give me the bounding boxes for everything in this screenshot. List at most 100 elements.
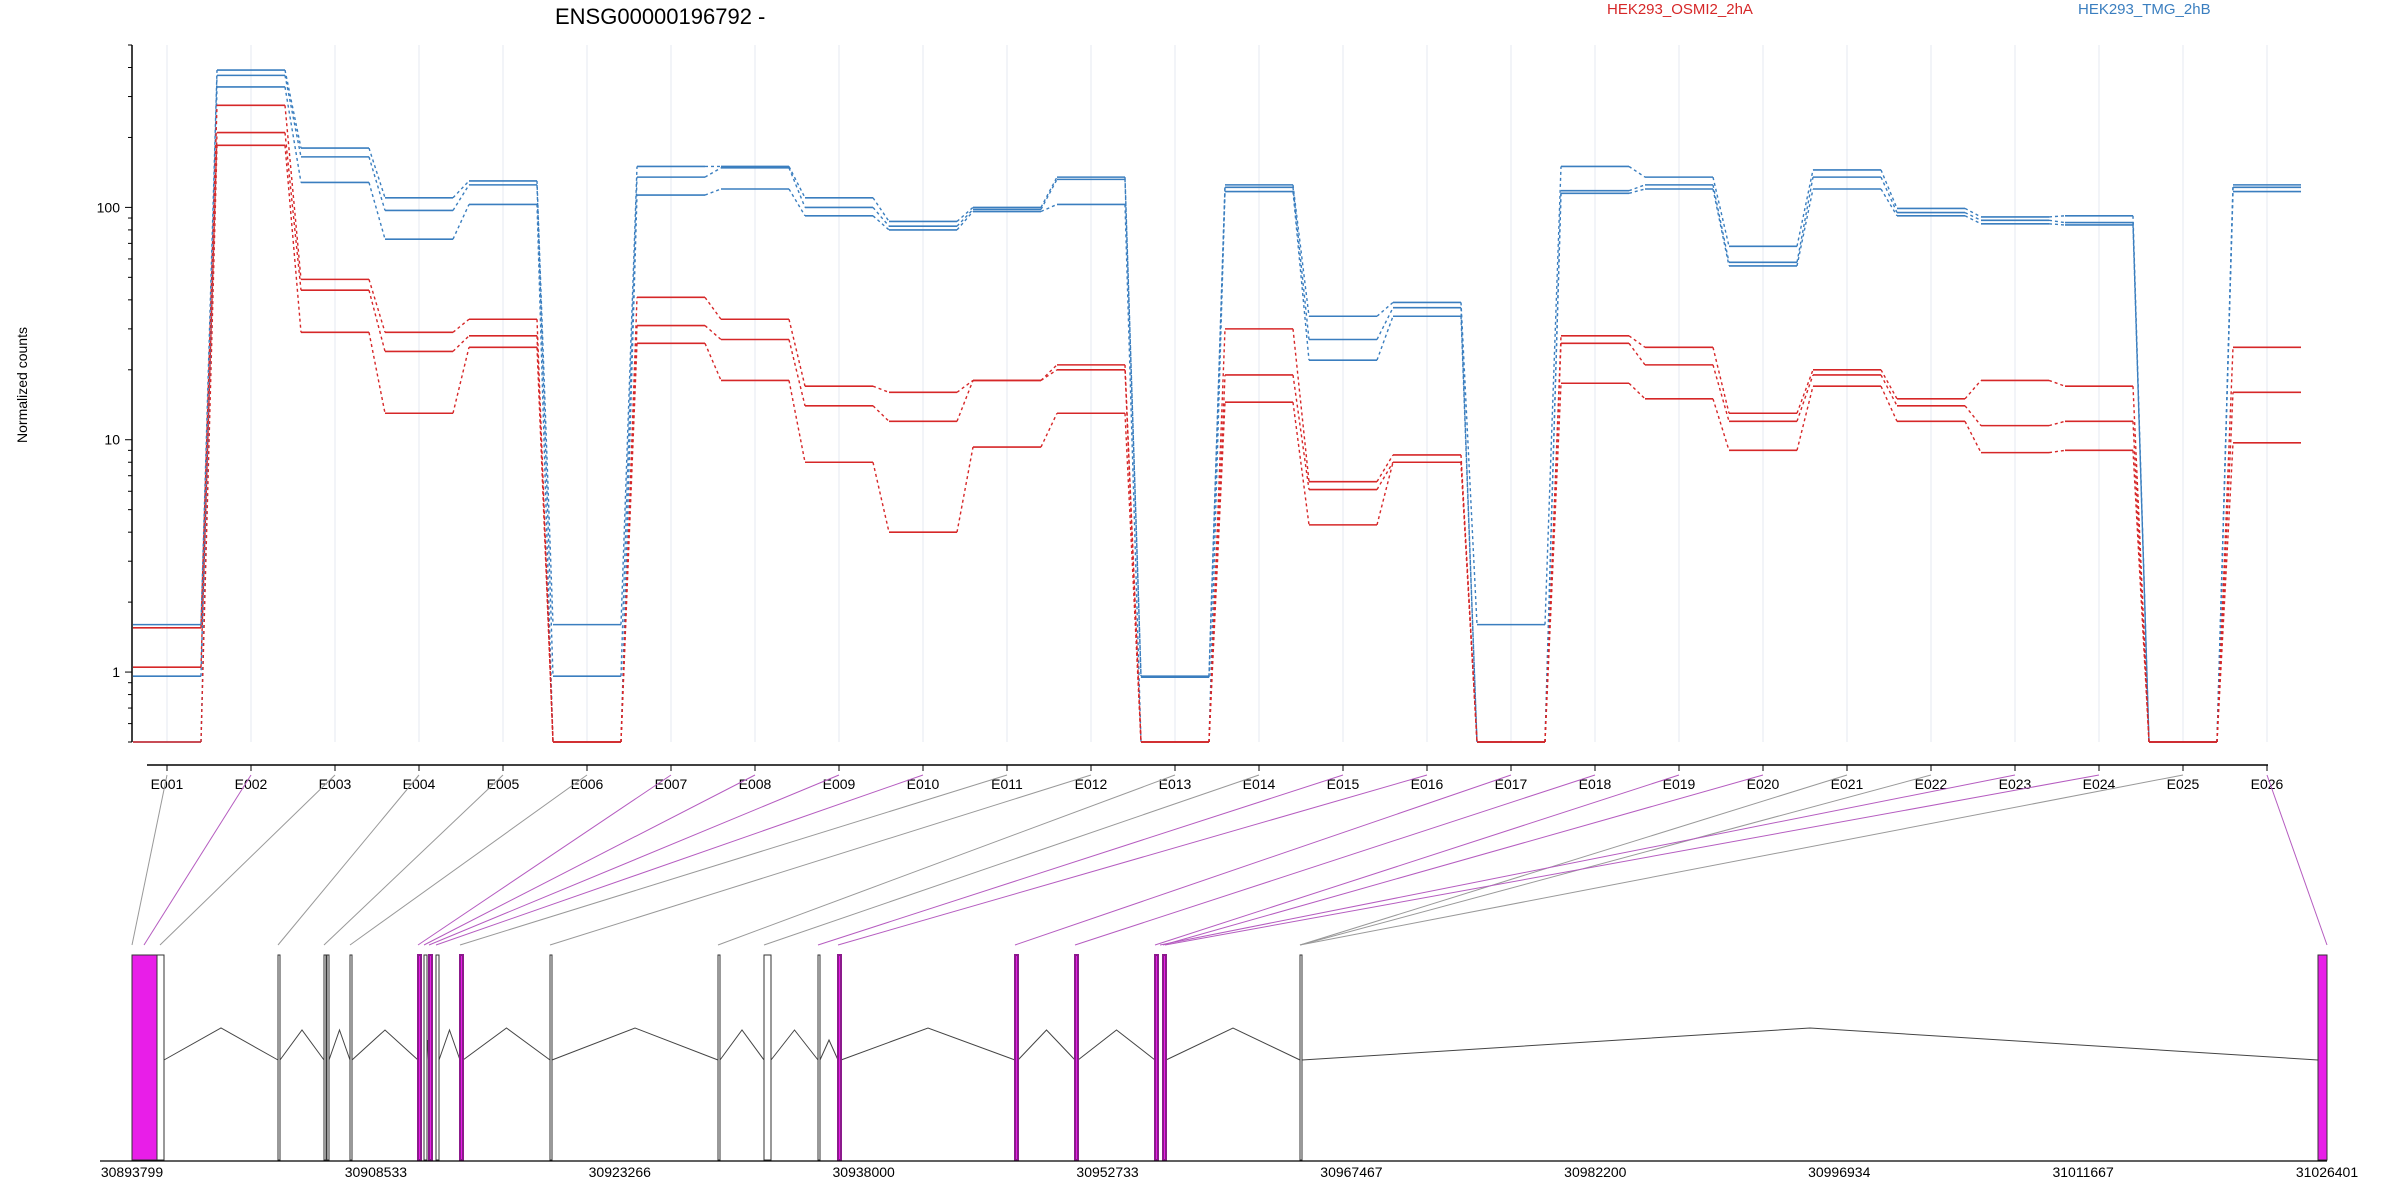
series-connector [1208, 402, 1226, 743]
series-connector [1040, 364, 1058, 381]
x-tick-label: E018 [1579, 776, 1612, 792]
y-axis: 1 10 100 [97, 44, 133, 743]
exon-connector-line [323, 774, 504, 946]
series-connector [1544, 343, 1562, 743]
series-connector [452, 184, 470, 211]
exon-block [423, 954, 428, 1161]
series-connector [704, 188, 722, 196]
exon-block-differential [1162, 954, 1167, 1161]
genome-tick-label: 30996934 [1808, 1164, 1871, 1180]
exon-connector-line [1299, 774, 1848, 946]
series-connector [1880, 385, 1898, 422]
exon-connector-line [717, 774, 1176, 946]
series-connector [1460, 462, 1478, 743]
exon-axis: E001 E002 E003 E004 E005 E006 E007 E008 E009 E010… [147, 764, 2284, 792]
series-connector [620, 343, 638, 743]
series-connector [368, 279, 386, 333]
series-connector [704, 296, 722, 320]
series-connector [1460, 454, 1478, 743]
series-connector [2132, 450, 2150, 743]
series-connector [1460, 307, 1478, 743]
exon-connectors [131, 774, 2328, 946]
genome-tick-label: 30893799 [101, 1164, 164, 1180]
x-tick-label: E013 [1159, 776, 1192, 792]
exon-block [156, 954, 165, 1161]
series-connector [2048, 379, 2066, 387]
series-connector [1040, 179, 1058, 210]
series-connector [284, 132, 302, 291]
series-layer [133, 69, 2301, 743]
x-tick-label: E004 [403, 776, 436, 792]
x-tick-label: E026 [2251, 776, 2284, 792]
exon-connector-line [1074, 774, 1596, 946]
legend-entry-tmg: HEK293_TMG_2hB [2078, 1, 2211, 18]
exon-block [549, 954, 553, 1161]
y-tick-label: 10 [104, 432, 120, 448]
series-connector [1376, 462, 1394, 526]
intron-connector [163, 1027, 279, 1061]
series-connector [1292, 328, 1310, 482]
x-tick-label: E022 [1915, 776, 1948, 792]
series-connector [1376, 461, 1394, 490]
series-connector [1964, 211, 1982, 221]
series-connector [1124, 177, 1142, 677]
series-connector [956, 208, 974, 227]
y-axis-label: Normalized counts [14, 327, 30, 443]
series-connector [2216, 191, 2234, 743]
exon-connector-line [1154, 774, 1680, 946]
series-connector [956, 211, 974, 231]
series-connector [1292, 184, 1310, 317]
x-tick-label: E019 [1663, 776, 1696, 792]
series-connector [1712, 347, 1730, 414]
intron-connector [719, 1029, 765, 1061]
series-connector [2048, 215, 2066, 218]
exon-block [349, 954, 353, 1161]
intron-connector [279, 1029, 325, 1061]
series-connector [1964, 421, 1982, 453]
series-connector [1292, 374, 1310, 490]
series-connector [1880, 169, 1898, 209]
x-tick-label: E005 [487, 776, 520, 792]
y-tick-label: 1 [112, 664, 120, 680]
series-connector [284, 145, 302, 333]
intron-connector [351, 1029, 419, 1061]
series-connector [1460, 302, 1478, 625]
series-connector [704, 343, 722, 381]
series-connector [1208, 187, 1226, 678]
exon-connector-line [349, 774, 588, 946]
exon-block [763, 954, 772, 1161]
exon-block-differential [837, 954, 842, 1161]
series-2 [133, 74, 2301, 743]
intron-connector [328, 1028, 351, 1061]
series-connector [1124, 413, 1142, 743]
series-connector [1628, 335, 1646, 348]
exon-connector-line [1164, 774, 2100, 946]
series-connector [1040, 203, 1058, 213]
series-connector [2048, 420, 2066, 427]
genome-tick-label: 30967467 [1320, 1164, 1383, 1180]
series-connector [1040, 369, 1058, 382]
exon-connector-line [435, 774, 924, 946]
series-connector [1628, 165, 1646, 178]
series-connector [872, 405, 890, 422]
exon-block-differential [417, 954, 422, 1161]
exon-connector-line [428, 774, 840, 946]
x-tick-label: E020 [1747, 776, 1780, 792]
series-connector [1796, 386, 1814, 451]
x-tick-label: E007 [655, 776, 688, 792]
series-connector [1880, 374, 1898, 407]
exon-block [717, 954, 721, 1161]
intron-connector [1165, 1027, 1301, 1061]
exon-connector-line [1162, 774, 1764, 946]
exon-block [277, 954, 281, 1161]
series-connector [368, 182, 386, 240]
exon-block-differential [459, 954, 464, 1161]
series-connector [536, 184, 554, 677]
exon-connector-line [423, 774, 756, 946]
exon-connector-line [159, 774, 336, 946]
series-connector [452, 347, 470, 414]
genome-axis: 30893799 30908533 30923266 30938000 30952733… [100, 1160, 2358, 1180]
x-tick-label: E017 [1495, 776, 1528, 792]
legend-entry-osmi2: HEK293_OSMI2_2hA [1607, 1, 1753, 18]
